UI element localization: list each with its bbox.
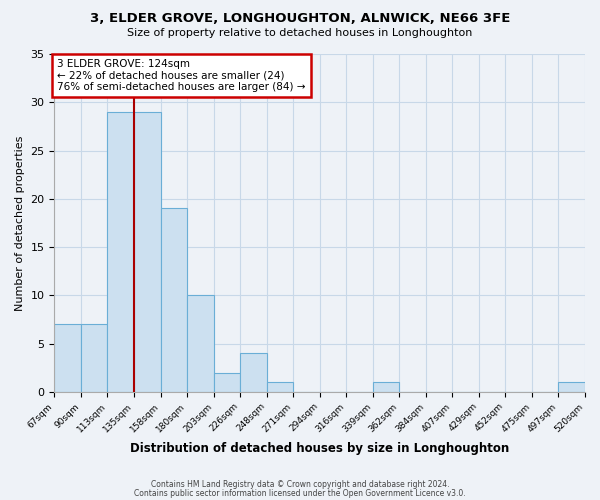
Text: Contains public sector information licensed under the Open Government Licence v3: Contains public sector information licen…	[134, 488, 466, 498]
Y-axis label: Number of detached properties: Number of detached properties	[15, 135, 25, 310]
Bar	[187, 296, 214, 392]
Bar	[81, 324, 107, 392]
Bar	[55, 324, 81, 392]
Bar	[266, 382, 293, 392]
Bar	[559, 382, 585, 392]
Text: 3 ELDER GROVE: 124sqm
← 22% of detached houses are smaller (24)
76% of semi-deta: 3 ELDER GROVE: 124sqm ← 22% of detached …	[57, 59, 305, 92]
Bar	[214, 372, 240, 392]
Text: Size of property relative to detached houses in Longhoughton: Size of property relative to detached ho…	[127, 28, 473, 38]
Bar	[373, 382, 399, 392]
Bar	[240, 353, 266, 392]
Text: Contains HM Land Registry data © Crown copyright and database right 2024.: Contains HM Land Registry data © Crown c…	[151, 480, 449, 489]
Bar	[134, 112, 161, 392]
Bar	[161, 208, 187, 392]
Text: 3, ELDER GROVE, LONGHOUGHTON, ALNWICK, NE66 3FE: 3, ELDER GROVE, LONGHOUGHTON, ALNWICK, N…	[90, 12, 510, 26]
X-axis label: Distribution of detached houses by size in Longhoughton: Distribution of detached houses by size …	[130, 442, 509, 455]
Bar	[107, 112, 134, 392]
